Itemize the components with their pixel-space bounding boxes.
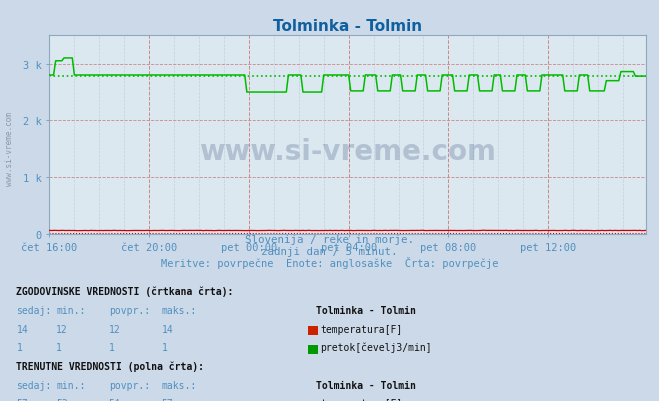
Text: TRENUTNE VREDNOSTI (polna črta):: TRENUTNE VREDNOSTI (polna črta): [16,360,204,371]
Text: sedaj:: sedaj: [16,380,51,390]
Text: pretok[čevelj3/min]: pretok[čevelj3/min] [320,342,432,352]
Text: 1: 1 [161,342,167,352]
Text: povpr.:: povpr.: [109,305,150,315]
Text: maks.:: maks.: [161,305,196,315]
Text: 54: 54 [109,398,121,401]
Text: temperatura[F]: temperatura[F] [320,398,403,401]
Text: temperatura[F]: temperatura[F] [320,324,403,334]
Text: zadnji dan / 5 minut.: zadnji dan / 5 minut. [261,247,398,257]
Text: Tolminka - Tolmin: Tolminka - Tolmin [316,380,416,390]
Text: min.:: min.: [56,305,86,315]
Text: 57: 57 [161,398,173,401]
Text: 12: 12 [56,324,68,334]
Text: 57: 57 [16,398,28,401]
Text: 53: 53 [56,398,68,401]
Text: 14: 14 [16,324,28,334]
Title: Tolminka - Tolmin: Tolminka - Tolmin [273,18,422,34]
Text: ZGODOVINSKE VREDNOSTI (črtkana črta):: ZGODOVINSKE VREDNOSTI (črtkana črta): [16,286,234,297]
Text: 14: 14 [161,324,173,334]
Text: maks.:: maks.: [161,380,196,390]
Text: 1: 1 [109,342,115,352]
Text: povpr.:: povpr.: [109,380,150,390]
Text: 1: 1 [56,342,62,352]
Text: sedaj:: sedaj: [16,305,51,315]
Text: 12: 12 [109,324,121,334]
Text: Slovenija / reke in morje.: Slovenija / reke in morje. [245,235,414,245]
Text: Meritve: povrpečne  Enote: anglosaške  Črta: povrpečje: Meritve: povrpečne Enote: anglosaške Črt… [161,257,498,269]
Text: www.si-vreme.com: www.si-vreme.com [199,137,496,165]
Text: min.:: min.: [56,380,86,390]
Text: Tolminka - Tolmin: Tolminka - Tolmin [316,305,416,315]
Text: www.si-vreme.com: www.si-vreme.com [5,111,14,185]
Text: 1: 1 [16,342,22,352]
